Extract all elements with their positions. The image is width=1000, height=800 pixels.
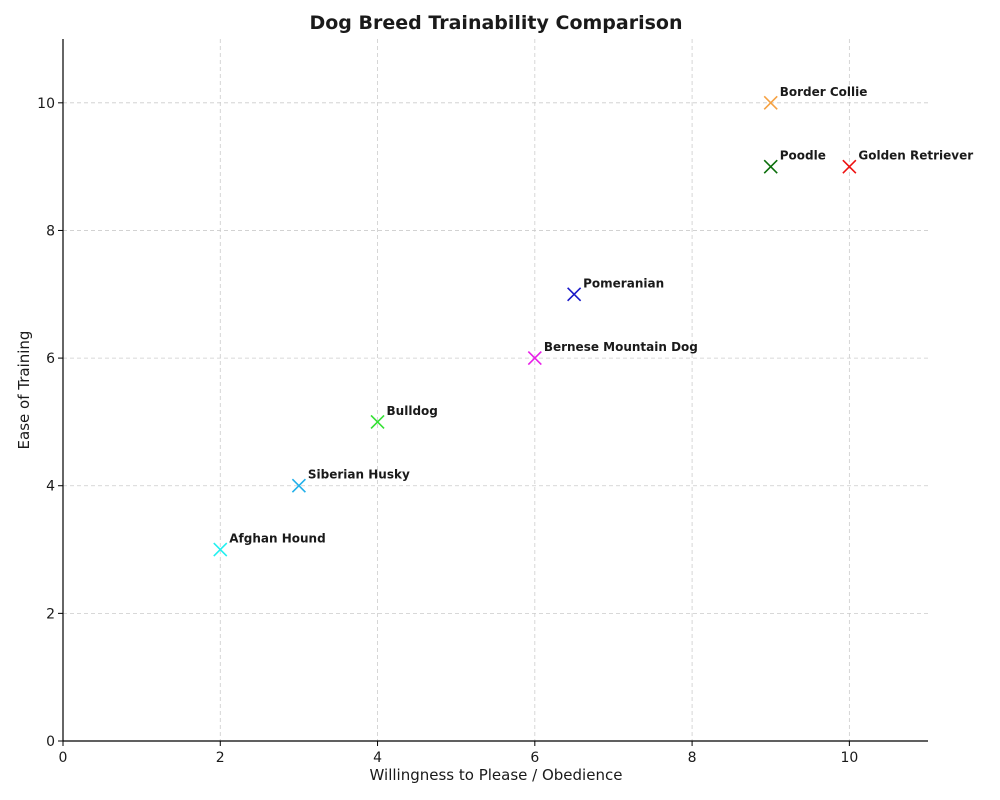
x-tick-label: 8: [688, 750, 697, 766]
x-tick-label: 6: [530, 750, 539, 766]
y-tick-label: 6: [46, 351, 55, 367]
y-tick-label: 2: [46, 606, 55, 622]
data-point: Siberian Husky: [292, 468, 410, 493]
chart-title: Dog Breed Trainability Comparison: [309, 12, 682, 34]
x-axis-label: Willingness to Please / Obedience: [370, 766, 623, 784]
x-tick-label: 4: [373, 750, 382, 766]
data-point: Bernese Mountain Dog: [528, 340, 698, 365]
data-points: Border Collie Poodle Golden Retriever Pomer…: [214, 85, 973, 556]
data-point: Golden Retriever: [843, 149, 973, 174]
grid: [63, 39, 928, 741]
data-point: Poodle: [764, 149, 826, 174]
x-tick-label: 10: [840, 750, 858, 766]
point-label: Pomeranian: [583, 276, 664, 290]
data-point: Pomeranian: [568, 276, 665, 301]
axes: [58, 39, 928, 746]
point-label: Afghan Hound: [229, 532, 325, 546]
y-tick-label: 10: [37, 96, 55, 112]
y-tick-label: 0: [46, 734, 55, 750]
point-label: Bernese Mountain Dog: [544, 340, 698, 354]
data-point: Afghan Hound: [214, 532, 326, 557]
data-point: Border Collie: [764, 85, 867, 110]
y-tick-label: 8: [46, 223, 55, 239]
data-point: Bulldog: [371, 404, 438, 429]
x-tick-label: 0: [59, 750, 68, 766]
point-label: Border Collie: [780, 85, 868, 99]
tick-labels: 0 2 4 6 8 10 0 2 4 6 8 10: [37, 96, 858, 766]
y-axis-label: Ease of Training: [15, 331, 33, 450]
x-tick-label: 2: [216, 750, 225, 766]
point-label: Golden Retriever: [858, 149, 973, 163]
y-tick-label: 4: [46, 479, 55, 495]
point-label: Siberian Husky: [308, 468, 410, 482]
point-label: Poodle: [780, 149, 826, 163]
point-label: Bulldog: [387, 404, 438, 418]
